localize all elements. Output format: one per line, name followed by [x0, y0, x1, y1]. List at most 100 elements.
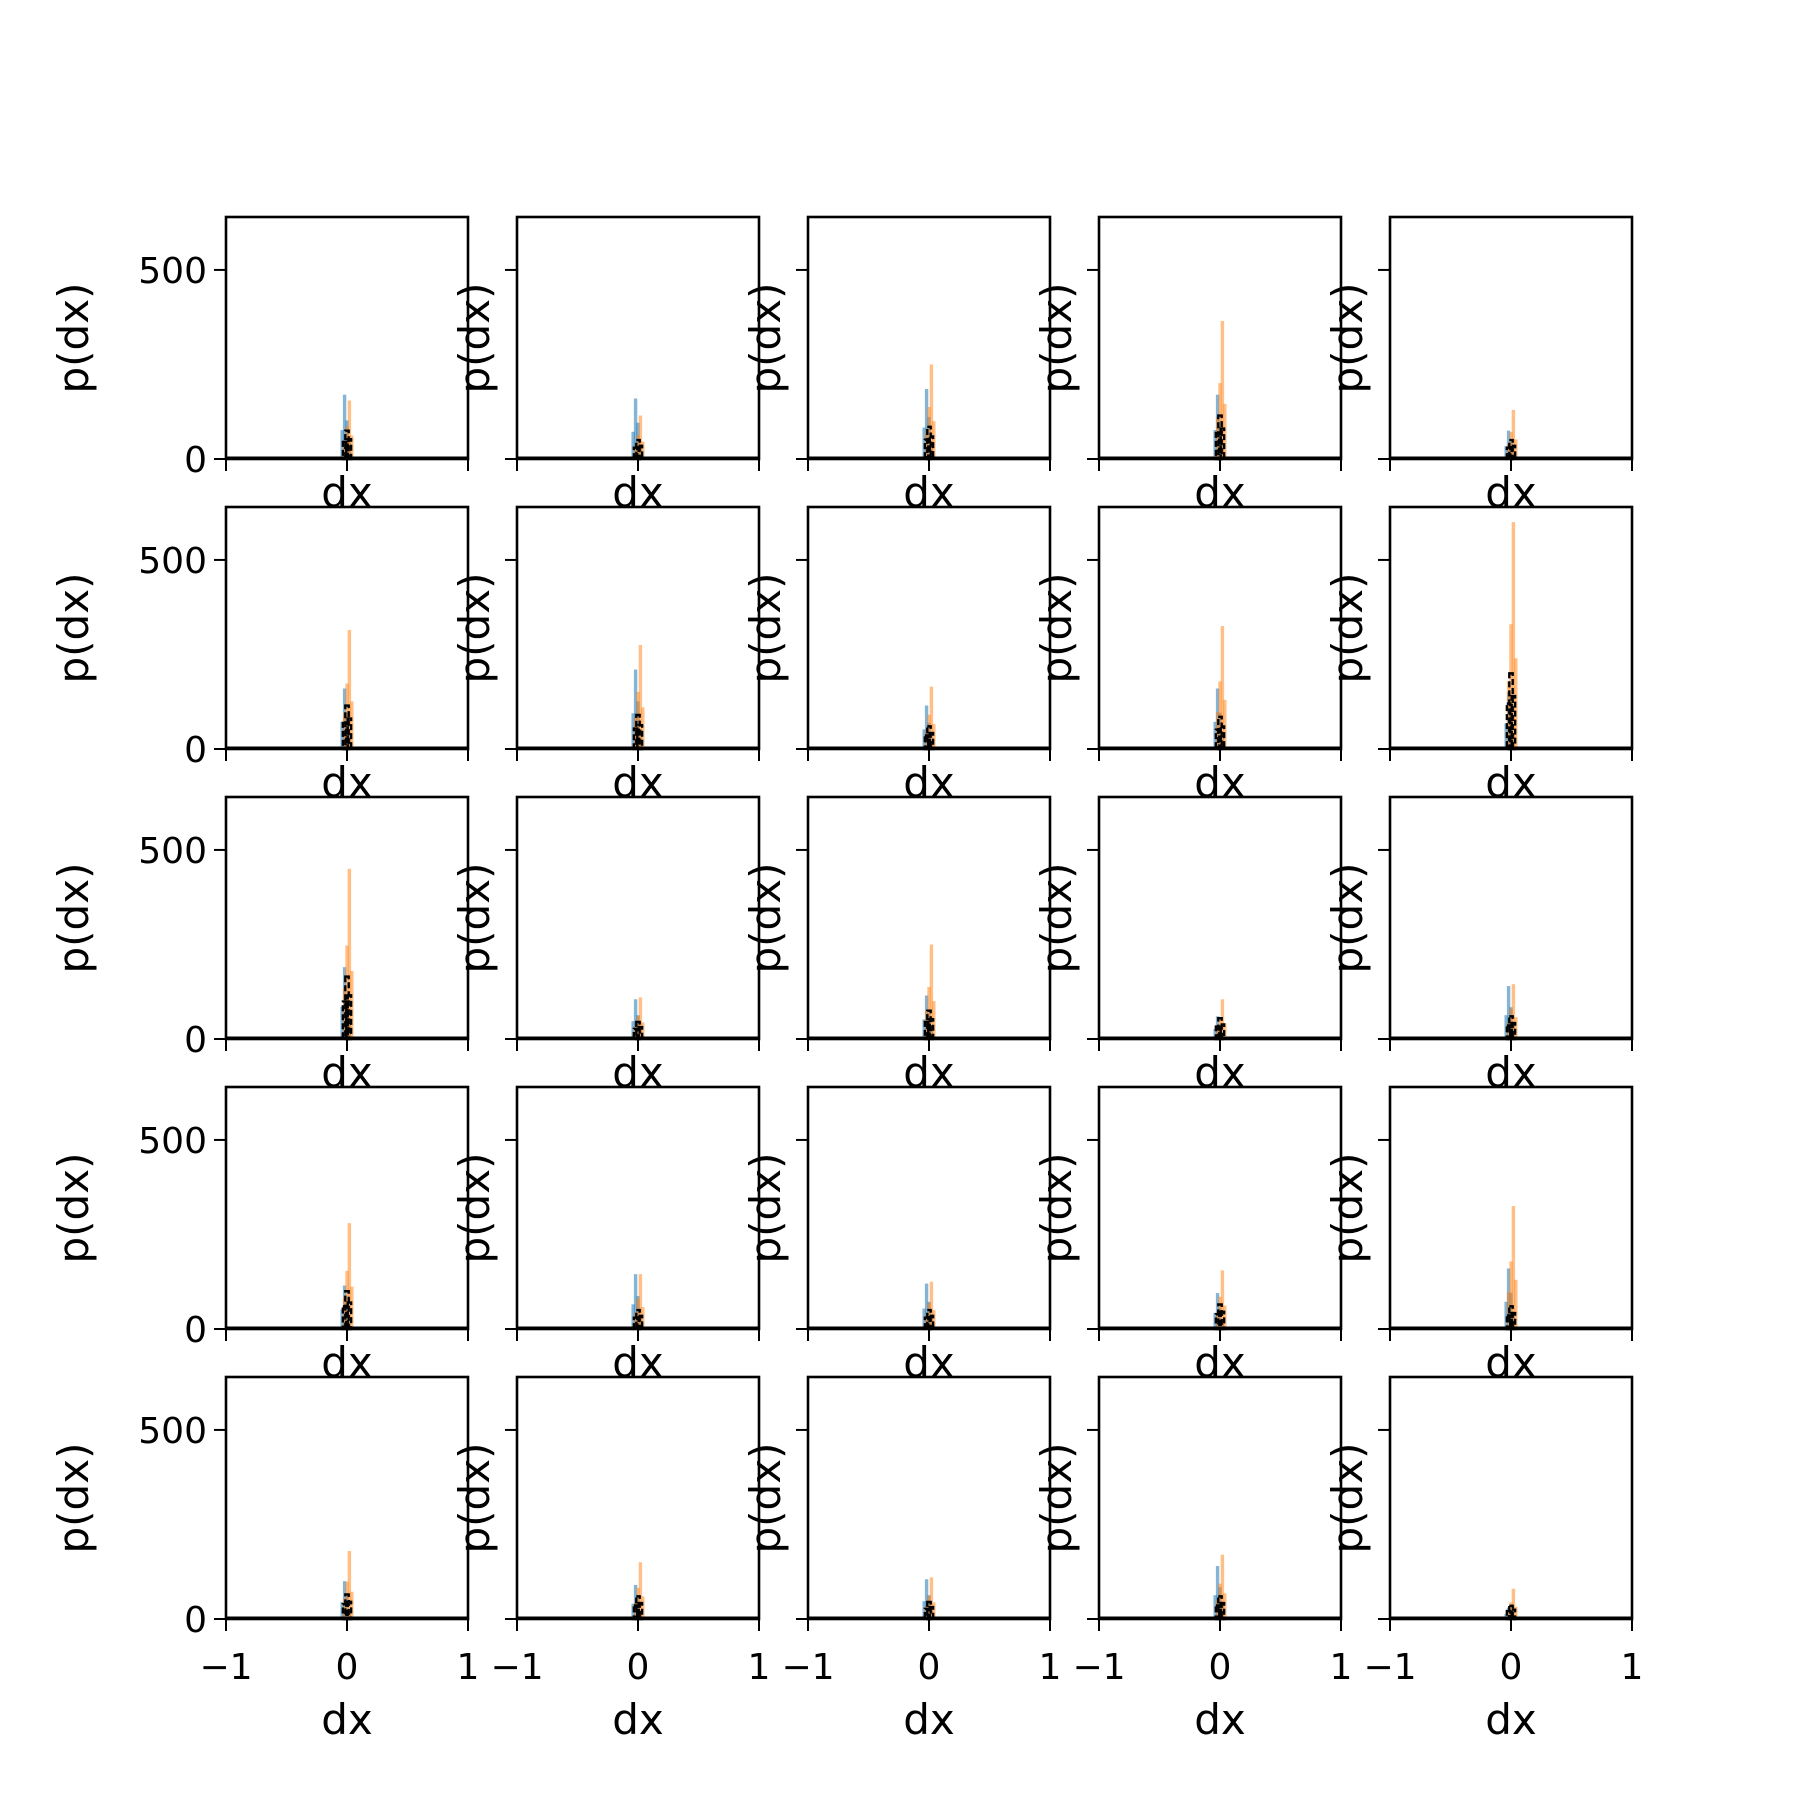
y-axis-label: p(dx)	[1323, 1443, 1372, 1554]
histogram-bar-b	[1220, 626, 1225, 749]
histogram-bar-b	[1506, 1609, 1511, 1619]
x-axis-label: dx	[903, 468, 955, 517]
x-tick-label: −1	[1072, 1647, 1125, 1688]
y-tick-label: 500	[138, 251, 207, 292]
histogram-bar-b	[932, 421, 936, 459]
histogram-bar-b	[1223, 699, 1227, 749]
histogram-bar-c	[1508, 672, 1514, 751]
histogram-bar-b	[1215, 417, 1220, 459]
histogram-bar-a	[1506, 986, 1511, 1039]
subplot-1-2: dx p(dx)	[450, 215, 761, 517]
y-axis-label: p(dx)	[49, 863, 98, 974]
histogram-bar-b	[1220, 320, 1225, 459]
x-tick-label: 0	[627, 1647, 650, 1688]
x-axis-label: dx	[1485, 1695, 1537, 1744]
histogram-bar-b	[345, 683, 349, 749]
x-tick-label: 1	[748, 1647, 771, 1688]
y-axis-label: p(dx)	[1032, 863, 1081, 974]
histogram-bar-b	[638, 1562, 643, 1619]
histogram-bar-b	[636, 1298, 640, 1329]
histogram-bar-a	[633, 669, 638, 749]
histogram-bar-c	[344, 429, 350, 461]
histogram-bar-b	[342, 441, 347, 459]
axes-frame	[806, 505, 1052, 751]
x-axis-label: dx	[321, 1048, 373, 1097]
y-tick-label: 0	[184, 1310, 207, 1351]
subplot-1-1: 0 500 dx p(dx)	[49, 215, 470, 517]
x-axis-label: dx	[612, 1338, 664, 1387]
histogram-bar-b	[929, 364, 934, 459]
x-axis-label: dx	[1194, 758, 1246, 807]
histogram-bar-c	[346, 437, 353, 461]
subplot-2-2: dx p(dx)	[450, 505, 761, 807]
y-tick-label: 0	[184, 1020, 207, 1061]
histogram-bar-b	[350, 1591, 354, 1619]
histogram-bar-a	[924, 705, 929, 749]
subplot-5-4: −1 0 1 dx p(dx)	[1032, 1375, 1352, 1744]
x-axis-label: dx	[1194, 468, 1246, 517]
y-axis-label: p(dx)	[450, 863, 499, 974]
histogram-bar-c	[346, 717, 353, 751]
histogram-bar-b	[929, 944, 934, 1039]
y-tick-label: 500	[138, 831, 207, 872]
subplot-5-3: −1 0 1 dx p(dx)	[741, 1375, 1061, 1744]
x-axis-label: dx	[1485, 1338, 1537, 1387]
axes-frame	[1388, 215, 1634, 461]
y-axis-label: p(dx)	[1323, 863, 1372, 974]
y-axis-label: p(dx)	[741, 1443, 790, 1554]
histogram-bar-b	[929, 686, 934, 749]
y-axis-label: p(dx)	[49, 1153, 98, 1264]
histogram-bar-a	[924, 1579, 929, 1619]
histogram-bar-b	[1218, 1583, 1222, 1619]
histogram-bar-b	[1223, 1593, 1227, 1619]
x-axis-label: dx	[612, 758, 664, 807]
x-axis-label: dx	[1194, 1048, 1246, 1097]
histogram-bar-b	[633, 1312, 638, 1329]
histogram-bar-a	[633, 1274, 638, 1329]
histogram-bar-a	[633, 398, 638, 459]
x-axis-label: dx	[1194, 1695, 1246, 1744]
histogram-bar-b	[1511, 984, 1516, 1039]
x-axis-label: dx	[903, 1695, 955, 1744]
x-axis-label: dx	[321, 1695, 373, 1744]
histogram-bar-b	[927, 987, 931, 1039]
x-tick-label: 0	[336, 1647, 359, 1688]
x-axis-label: dx	[612, 1695, 664, 1744]
histogram-bar-c	[928, 1017, 935, 1041]
x-axis-label: dx	[1485, 758, 1537, 807]
histogram-bar-b	[1511, 409, 1516, 459]
x-tick-label: −1	[199, 1647, 252, 1688]
histogram-bar-b	[929, 1281, 934, 1329]
y-axis-label: p(dx)	[741, 283, 790, 394]
histogram-bar-b	[345, 1581, 349, 1619]
y-axis-label: p(dx)	[1032, 573, 1081, 684]
histogram-bar-a	[1215, 1566, 1220, 1619]
y-axis-label: p(dx)	[741, 1153, 790, 1264]
x-tick-label: 0	[1500, 1647, 1523, 1688]
y-tick-label: 0	[184, 440, 207, 481]
histogram-bar-a	[1213, 1028, 1217, 1039]
histogram-bar-b	[932, 1310, 936, 1329]
histogram-bar-b	[638, 997, 643, 1039]
y-axis-label: p(dx)	[1032, 1153, 1081, 1264]
subplot-5-5: −1 0 1 dx p(dx)	[1323, 1375, 1644, 1744]
axes-frame	[806, 1375, 1052, 1621]
subplot-3-2: dx p(dx)	[450, 795, 761, 1097]
subplot-2-1: 0 500 dx p(dx)	[49, 505, 470, 807]
histogram-bar-b	[1511, 1206, 1516, 1329]
histogram-bar-b	[636, 691, 640, 749]
subplot-2-5: dx p(dx)	[1323, 505, 1634, 807]
x-tick-label: 0	[1209, 1647, 1232, 1688]
x-tick-label: −1	[1363, 1647, 1416, 1688]
subplot-1-3: dx p(dx)	[741, 215, 1052, 517]
subplot-2-4: dx p(dx)	[1032, 505, 1343, 807]
subplot-4-5: dx p(dx)	[1323, 1085, 1634, 1387]
y-tick-label: 500	[138, 1411, 207, 1452]
histogram-bar-b	[1223, 1305, 1227, 1329]
subplot-4-1: 0 500 dx p(dx)	[49, 1085, 470, 1387]
subplot-5-2: −1 0 1 dx p(dx)	[450, 1375, 771, 1744]
histogram-bar-b	[641, 1596, 645, 1619]
x-tick-label: 1	[1621, 1647, 1644, 1688]
histogram-bar-c	[632, 1027, 639, 1041]
histogram-bar-c	[1219, 427, 1226, 461]
